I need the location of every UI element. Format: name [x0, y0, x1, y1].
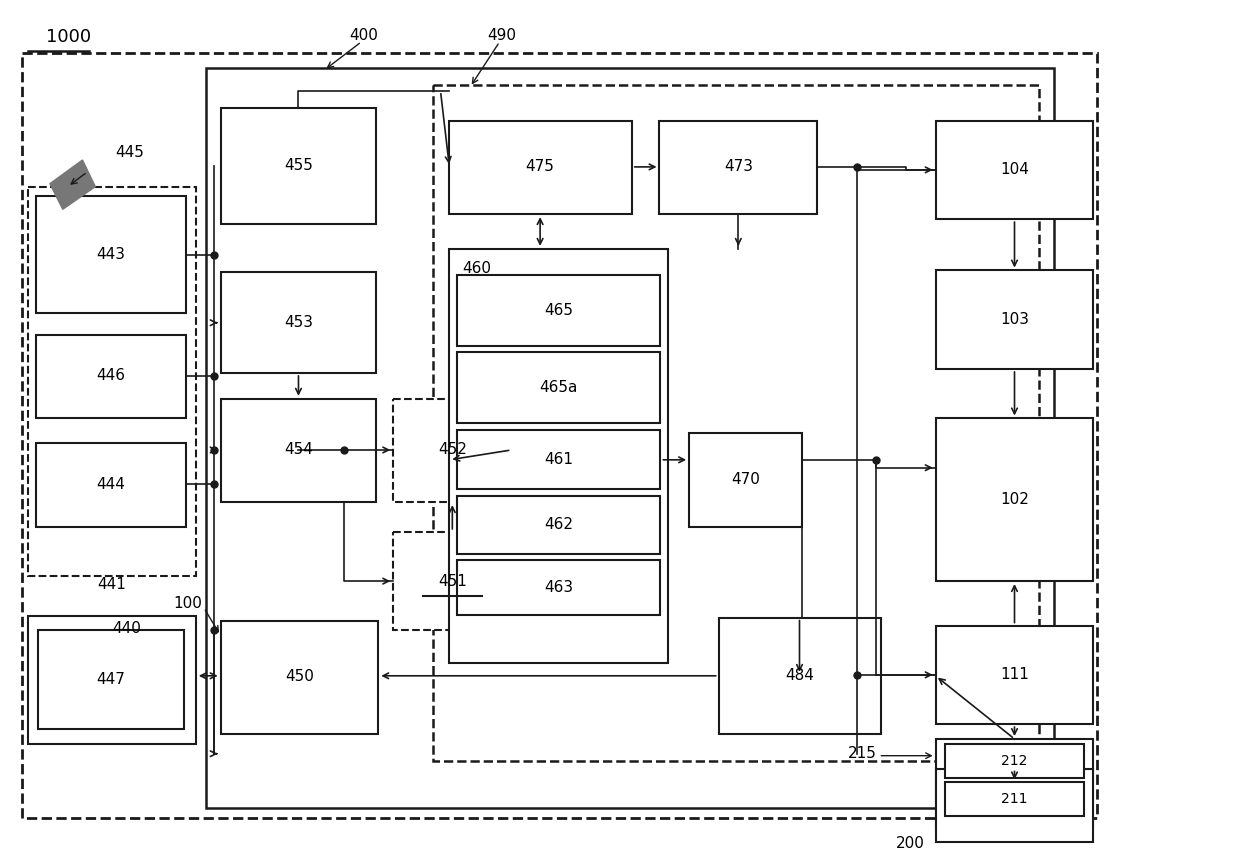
Text: 475: 475	[526, 160, 554, 174]
Bar	[936, 739, 1094, 828]
Text: 440: 440	[112, 620, 141, 636]
Bar	[29, 616, 196, 744]
Text: 1000: 1000	[46, 27, 91, 45]
Bar	[36, 443, 186, 527]
Text: 102: 102	[1001, 492, 1029, 507]
Text: 453: 453	[284, 315, 312, 330]
Text: 111: 111	[1001, 668, 1029, 682]
Bar	[458, 353, 661, 423]
Bar	[660, 120, 817, 214]
Text: 490: 490	[487, 28, 516, 43]
Bar	[936, 120, 1094, 219]
Text: 400: 400	[350, 28, 378, 43]
Bar	[936, 625, 1094, 724]
Bar	[38, 631, 184, 729]
Bar	[36, 196, 186, 313]
Text: 451: 451	[438, 574, 466, 589]
Bar	[936, 419, 1094, 581]
Bar	[393, 532, 512, 631]
Bar	[221, 620, 378, 734]
Bar	[936, 270, 1094, 369]
Bar	[719, 618, 882, 734]
Text: 444: 444	[97, 477, 125, 492]
Text: 443: 443	[97, 247, 125, 263]
Text: 441: 441	[98, 577, 126, 592]
Text: 454: 454	[284, 443, 312, 457]
Text: 462: 462	[544, 517, 573, 533]
Text: 465: 465	[544, 304, 573, 318]
Text: 461: 461	[544, 452, 573, 468]
Text: 104: 104	[1001, 162, 1029, 178]
Text: 463: 463	[544, 579, 573, 595]
Bar	[945, 782, 1084, 816]
Bar	[433, 85, 1039, 761]
Text: 460: 460	[463, 261, 491, 275]
Text: 100: 100	[172, 596, 202, 611]
Text: 212: 212	[1002, 753, 1028, 768]
Bar	[221, 399, 377, 502]
Text: 215: 215	[848, 746, 877, 761]
Text: 200: 200	[897, 836, 925, 850]
Bar	[458, 430, 661, 489]
Bar	[29, 187, 196, 577]
Bar	[449, 249, 668, 663]
Text: 473: 473	[724, 160, 753, 174]
Text: 445: 445	[115, 145, 144, 160]
Bar	[449, 120, 632, 214]
Polygon shape	[50, 160, 95, 209]
Bar	[945, 744, 1084, 778]
Bar	[458, 560, 661, 614]
Text: 446: 446	[97, 368, 125, 384]
Bar	[221, 108, 377, 224]
Text: 455: 455	[284, 159, 312, 173]
Bar	[22, 53, 1097, 818]
Text: 452: 452	[438, 443, 466, 457]
Bar	[458, 275, 661, 347]
Bar	[221, 273, 377, 373]
Text: 484: 484	[785, 668, 813, 683]
Text: 447: 447	[97, 673, 125, 687]
Bar	[689, 433, 802, 527]
Text: 465a: 465a	[539, 380, 578, 396]
Text: 211: 211	[1001, 792, 1028, 807]
Text: 450: 450	[285, 669, 314, 685]
Bar	[393, 399, 512, 502]
Bar	[458, 496, 661, 553]
Text: 103: 103	[999, 312, 1029, 327]
Bar	[936, 769, 1094, 843]
Bar	[206, 69, 1054, 808]
Bar	[36, 335, 186, 419]
Text: 470: 470	[730, 472, 760, 487]
